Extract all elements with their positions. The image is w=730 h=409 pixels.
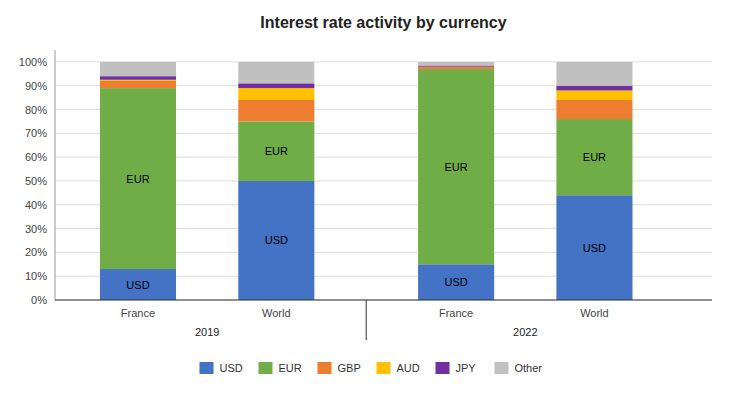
grid-line [55,300,712,301]
bar-segment [100,269,176,300]
grid [55,62,712,300]
bar-segment [556,62,632,86]
bar-segment [418,66,494,67]
bar-segment [238,121,314,181]
bar-segment [556,86,632,91]
segment-label: EUR [583,151,606,163]
y-tick-label: 60% [25,151,47,163]
legend-swatch [436,362,450,374]
legend-swatch [495,362,509,374]
segment-label: USD [444,276,467,288]
legend-label: Other [515,362,543,374]
x-axis-line [55,300,712,301]
bar-segment [418,264,494,300]
group-label: 2022 [513,326,537,338]
y-tick-label: 90% [25,80,47,92]
group-separator [366,300,367,340]
bar-segment [418,65,494,66]
legend-label: JPY [456,362,477,374]
bar-segment [238,62,314,83]
bar-segment [418,69,494,264]
segment-label: EUR [126,173,149,185]
segment-label: USD [583,242,606,254]
bar-segment [100,80,176,81]
y-tick-label: 40% [25,199,47,211]
legend-label: EUR [279,362,302,374]
bars [100,62,633,300]
segment-label: USD [126,279,149,291]
legend-label: GBP [338,362,361,374]
segment-label: EUR [265,145,288,157]
bar-segment [418,62,494,66]
chart: Interest rate activity by currency 0% 10% 2… [0,0,730,409]
bar-segment [556,119,632,195]
x-tick-label: France [439,307,473,319]
bar-segment [556,195,632,300]
legend-swatch [318,362,332,374]
legend-swatch [377,362,391,374]
bar-segment [100,81,176,88]
legend-swatch [259,362,273,374]
bar-segment [238,100,314,121]
bar-segment [556,100,632,119]
legend: USD EUR GBP AUD JPY Other [200,362,543,374]
y-tick-label: 10% [25,270,47,282]
y-tick-label: 30% [25,223,47,235]
legend-swatch [200,362,214,374]
y-tick-label: 100% [19,56,47,68]
bar-segment [238,83,314,88]
y-tick-label: 80% [25,104,47,116]
y-tick-label: 70% [25,127,47,139]
y-tick-label: 0% [31,294,47,306]
legend-label: USD [220,362,243,374]
bar-segment [238,181,314,300]
x-tick-label: World [262,307,291,319]
group-label: 2019 [195,326,219,338]
x-tick-label: World [580,307,609,319]
bar-segment [100,88,176,269]
y-tick-label: 20% [25,246,47,258]
segment-labels: USD EUR USD EUR USD EUR USD EUR [126,145,606,290]
bar-segment [556,90,632,100]
bar-segment [100,76,176,80]
legend-label: AUD [397,362,420,374]
bar-segment [238,88,314,100]
segment-label: USD [265,234,288,246]
y-axis-line [55,50,56,300]
bar-segment [418,67,494,69]
y-tick-label: 50% [25,175,47,187]
bar-segment [100,62,176,76]
segment-label: EUR [444,161,467,173]
x-tick-label: France [121,307,155,319]
title: Interest rate activity by currency [260,14,506,31]
